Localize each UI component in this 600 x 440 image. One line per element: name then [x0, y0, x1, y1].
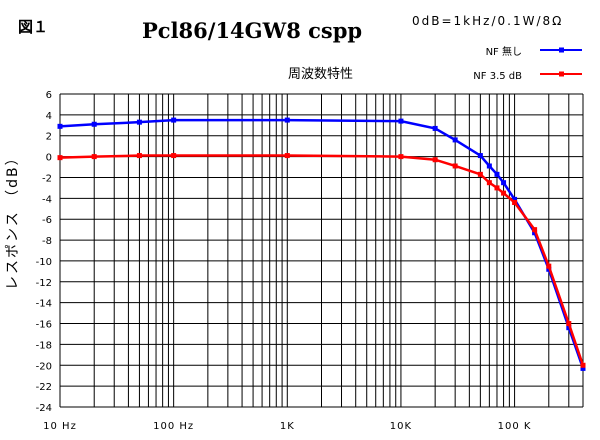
x-tick-label: 100 K: [498, 421, 532, 432]
data-point: [580, 362, 586, 368]
chart-title: Pcl86/14GW8 cspp: [142, 18, 363, 43]
data-point: [486, 163, 492, 169]
data-point: [566, 321, 572, 327]
y-tick-label: -12: [36, 278, 52, 289]
data-point: [477, 171, 483, 177]
y-tick-label: -16: [36, 320, 52, 331]
data-point: [284, 117, 290, 123]
y-tick-label: -6: [42, 215, 52, 226]
y-tick-label: -24: [36, 403, 52, 414]
legend-label: NF 無し: [486, 45, 522, 58]
data-point: [432, 125, 438, 131]
y-tick-label: 2: [46, 132, 52, 143]
data-point: [432, 157, 438, 163]
data-point: [580, 365, 586, 371]
reference-condition: 0dB=1kHz/0.1W/8Ω: [412, 14, 564, 28]
data-point: [452, 137, 458, 143]
data-point: [57, 155, 63, 161]
chart-subtitle: 周波数特性: [288, 67, 354, 82]
y-tick-label: -18: [36, 340, 52, 351]
figure-label: 図１: [18, 18, 49, 36]
legend-marker: [559, 47, 564, 53]
legend-marker: [559, 71, 564, 77]
data-point: [91, 154, 97, 160]
data-point: [486, 180, 492, 186]
x-tick-label: 10K: [390, 421, 412, 432]
data-point: [57, 123, 63, 129]
data-point: [494, 185, 500, 191]
data-point: [136, 153, 142, 159]
data-point: [171, 117, 177, 123]
y-tick-label: -4: [42, 194, 52, 205]
y-tick-label: -10: [36, 257, 52, 268]
y-tick-label: -22: [36, 382, 52, 393]
data-point: [566, 325, 572, 331]
data-point: [284, 153, 290, 159]
data-point: [398, 118, 404, 124]
data-point: [171, 153, 177, 159]
y-tick-label: -8: [42, 236, 52, 247]
legend-label: NF 3.5 dB: [473, 71, 522, 82]
data-point: [501, 190, 507, 196]
data-point: [398, 154, 404, 160]
data-point: [512, 200, 518, 206]
data-point: [477, 153, 483, 159]
data-point: [512, 196, 518, 202]
data-point: [494, 171, 500, 177]
data-point: [136, 119, 142, 125]
y-tick-label: 4: [46, 111, 52, 122]
data-point: [546, 263, 552, 269]
x-tick-label: 1K: [280, 421, 295, 432]
y-tick-label: -20: [36, 361, 52, 372]
y-tick-label: -2: [42, 173, 52, 184]
data-point: [452, 163, 458, 169]
y-tick-label: -14: [36, 299, 52, 310]
y-tick-label: 0: [46, 153, 52, 164]
data-point: [91, 121, 97, 127]
x-tick-label: 100 Hz: [153, 421, 194, 432]
data-point: [532, 227, 538, 233]
y-tick-label: 6: [46, 90, 52, 101]
x-tick-label: 10 Hz: [43, 421, 77, 432]
data-point: [501, 180, 507, 186]
